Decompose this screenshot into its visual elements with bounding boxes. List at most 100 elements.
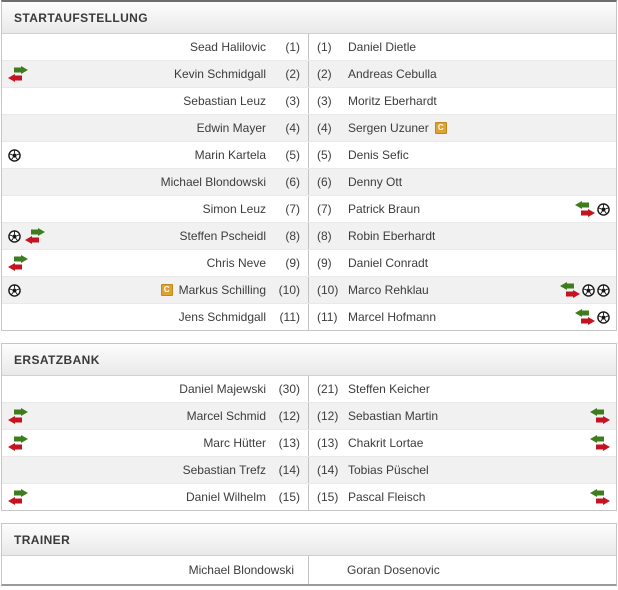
- away-trainer-name[interactable]: Goran Dosenovic: [347, 563, 440, 577]
- away-player: Pascal Fleisch: [348, 490, 425, 504]
- away-shirt-number: (15): [317, 490, 339, 504]
- away-player-name[interactable]: Pascal Fleisch: [348, 490, 426, 504]
- home-icons: [8, 148, 21, 162]
- away-player-name[interactable]: Steffen Keicher: [348, 382, 430, 396]
- home-player: Daniel Majewski: [8, 382, 266, 396]
- away-player: Andreas Cebulla: [348, 67, 437, 81]
- home-player-name[interactable]: Michael Blondowski: [160, 175, 266, 189]
- away-cell: (3) Moritz Eberhardt: [309, 88, 616, 114]
- home-player-name[interactable]: Marc Hütter: [203, 436, 266, 450]
- home-player-name[interactable]: Steffen Pscheidl: [179, 229, 266, 243]
- home-trainer-name[interactable]: Michael Blondowski: [188, 563, 294, 577]
- away-player-name[interactable]: Denis Sefic: [348, 148, 409, 162]
- home-cell: Chris Neve (9): [2, 250, 309, 276]
- player-row: Simon Leuz (7) (7) Patrick Braun: [2, 195, 616, 222]
- home-player: Marin Kartela: [21, 148, 266, 162]
- home-player-name[interactable]: Edwin Mayer: [196, 121, 266, 135]
- home-player-name[interactable]: Marcel Schmid: [186, 409, 266, 423]
- goal-icon: [8, 229, 21, 243]
- away-shirt-number: (1): [317, 40, 332, 54]
- home-player: Edwin Mayer: [8, 121, 266, 135]
- home-player-name[interactable]: Kevin Schmidgall: [173, 67, 266, 81]
- away-player: Marco Rehklau: [348, 283, 429, 297]
- player-row: Marcel Schmid (12) (12) Sebastian Martin: [2, 402, 616, 429]
- away-player: Denis Sefic: [348, 148, 409, 162]
- captain-badge: C: [434, 122, 447, 134]
- home-icons: [8, 435, 28, 451]
- away-cell: (13) Chakrit Lortae: [309, 430, 616, 456]
- home-player-name[interactable]: Jens Schmidgall: [178, 310, 266, 324]
- home-shirt-number: (12): [278, 409, 300, 423]
- section-title: ERSATZBANK: [2, 344, 616, 376]
- away-player-name[interactable]: Robin Eberhardt: [348, 229, 436, 243]
- substitution-icon: [590, 408, 610, 424]
- home-player-name[interactable]: Markus Schilling: [178, 283, 266, 297]
- away-player-name[interactable]: Chakrit Lortae: [348, 436, 424, 450]
- substitution-icon: [8, 408, 28, 424]
- away-cell: (15) Pascal Fleisch: [309, 484, 616, 510]
- home-shirt-number: (2): [285, 67, 300, 81]
- away-player-name[interactable]: Daniel Conradt: [348, 256, 429, 270]
- home-player-name[interactable]: Simon Leuz: [202, 202, 266, 216]
- home-player-name[interactable]: Daniel Wilhelm: [185, 490, 266, 504]
- home-player: Daniel Wilhelm: [28, 490, 266, 504]
- lineup-rows: Sead Halilovic (1) (1) Daniel Dietle Kev…: [2, 34, 616, 330]
- home-shirt-number: (9): [285, 256, 300, 270]
- away-cell: (12) Sebastian Martin: [309, 403, 616, 429]
- substitution-icon: [8, 66, 28, 82]
- away-player-name[interactable]: Moritz Eberhardt: [348, 94, 437, 108]
- home-cell: Jens Schmidgall (11): [2, 304, 309, 330]
- player-row: Sead Halilovic (1) (1) Daniel Dietle: [2, 34, 616, 60]
- home-player-name[interactable]: Sebastian Leuz: [183, 94, 266, 108]
- away-player-name[interactable]: Marco Rehklau: [348, 283, 429, 297]
- home-cell: Sebastian Leuz (3): [2, 88, 309, 114]
- goal-icon: [8, 283, 21, 297]
- home-player: Jens Schmidgall: [8, 310, 266, 324]
- substitution-icon: [575, 309, 595, 325]
- section-trainer: TRAINER Michael Blondowski Goran Dosenov…: [1, 523, 617, 586]
- away-player-name[interactable]: Patrick Braun: [348, 202, 421, 216]
- home-player-name[interactable]: Sead Halilovic: [189, 40, 266, 54]
- away-cell: (1) Daniel Dietle: [309, 34, 616, 60]
- home-cell: Sead Halilovic (1): [2, 34, 309, 60]
- away-player-name[interactable]: Tobias Püschel: [348, 463, 429, 477]
- away-player-name[interactable]: Marcel Hofmann: [348, 310, 437, 324]
- player-row: Daniel Majewski (30) (21) Steffen Keiche…: [2, 376, 616, 402]
- player-row: C Markus Schilling (10) (10) Marco Rehkl…: [2, 276, 616, 303]
- away-cell: (5) Denis Sefic: [309, 142, 616, 168]
- player-row: Steffen Pscheidl (8) (8) Robin Eberhardt: [2, 222, 616, 249]
- home-player-name[interactable]: Chris Neve: [206, 256, 266, 270]
- home-shirt-number: (10): [278, 283, 300, 297]
- player-row: Marin Kartela (5) (5) Denis Sefic: [2, 141, 616, 168]
- home-player-name[interactable]: Marin Kartela: [194, 148, 266, 162]
- away-player-name[interactable]: Daniel Dietle: [348, 40, 417, 54]
- home-cell: Simon Leuz (7): [2, 196, 309, 222]
- away-icons: [590, 408, 610, 424]
- away-cell: (14) Tobias Püschel: [309, 457, 616, 483]
- home-shirt-number: (3): [285, 94, 300, 108]
- away-trainer-cell: Goran Dosenovic: [309, 556, 616, 584]
- away-player-name[interactable]: Sergen Uzuner: [348, 121, 429, 135]
- away-shirt-number: (2): [317, 67, 332, 81]
- away-icons: [575, 201, 610, 217]
- home-cell: Daniel Majewski (30): [2, 376, 309, 402]
- away-cell: (6) Denny Ott: [309, 169, 616, 195]
- home-cell: Daniel Wilhelm (15): [2, 484, 309, 510]
- away-player-name[interactable]: Sebastian Martin: [348, 409, 439, 423]
- substitution-icon: [590, 435, 610, 451]
- away-player-name[interactable]: Denny Ott: [348, 175, 403, 189]
- home-icons: [8, 255, 28, 271]
- home-player-name[interactable]: Daniel Majewski: [179, 382, 266, 396]
- section-title: STARTAUFSTELLUNG: [2, 2, 616, 34]
- away-player: Patrick Braun: [348, 202, 420, 216]
- away-icons: [590, 489, 610, 505]
- player-row: Edwin Mayer (4) (4) Sergen Uzuner C: [2, 114, 616, 141]
- home-player: Sebastian Trefz: [8, 463, 266, 477]
- substitution-icon: [8, 435, 28, 451]
- home-player-name[interactable]: Sebastian Trefz: [182, 463, 266, 477]
- away-cell: (9) Daniel Conradt: [309, 250, 616, 276]
- home-player: Kevin Schmidgall: [28, 67, 266, 81]
- away-player-name[interactable]: Andreas Cebulla: [348, 67, 437, 81]
- player-row: Jens Schmidgall (11) (11) Marcel Hofmann: [2, 303, 616, 330]
- away-cell: (7) Patrick Braun: [309, 196, 616, 222]
